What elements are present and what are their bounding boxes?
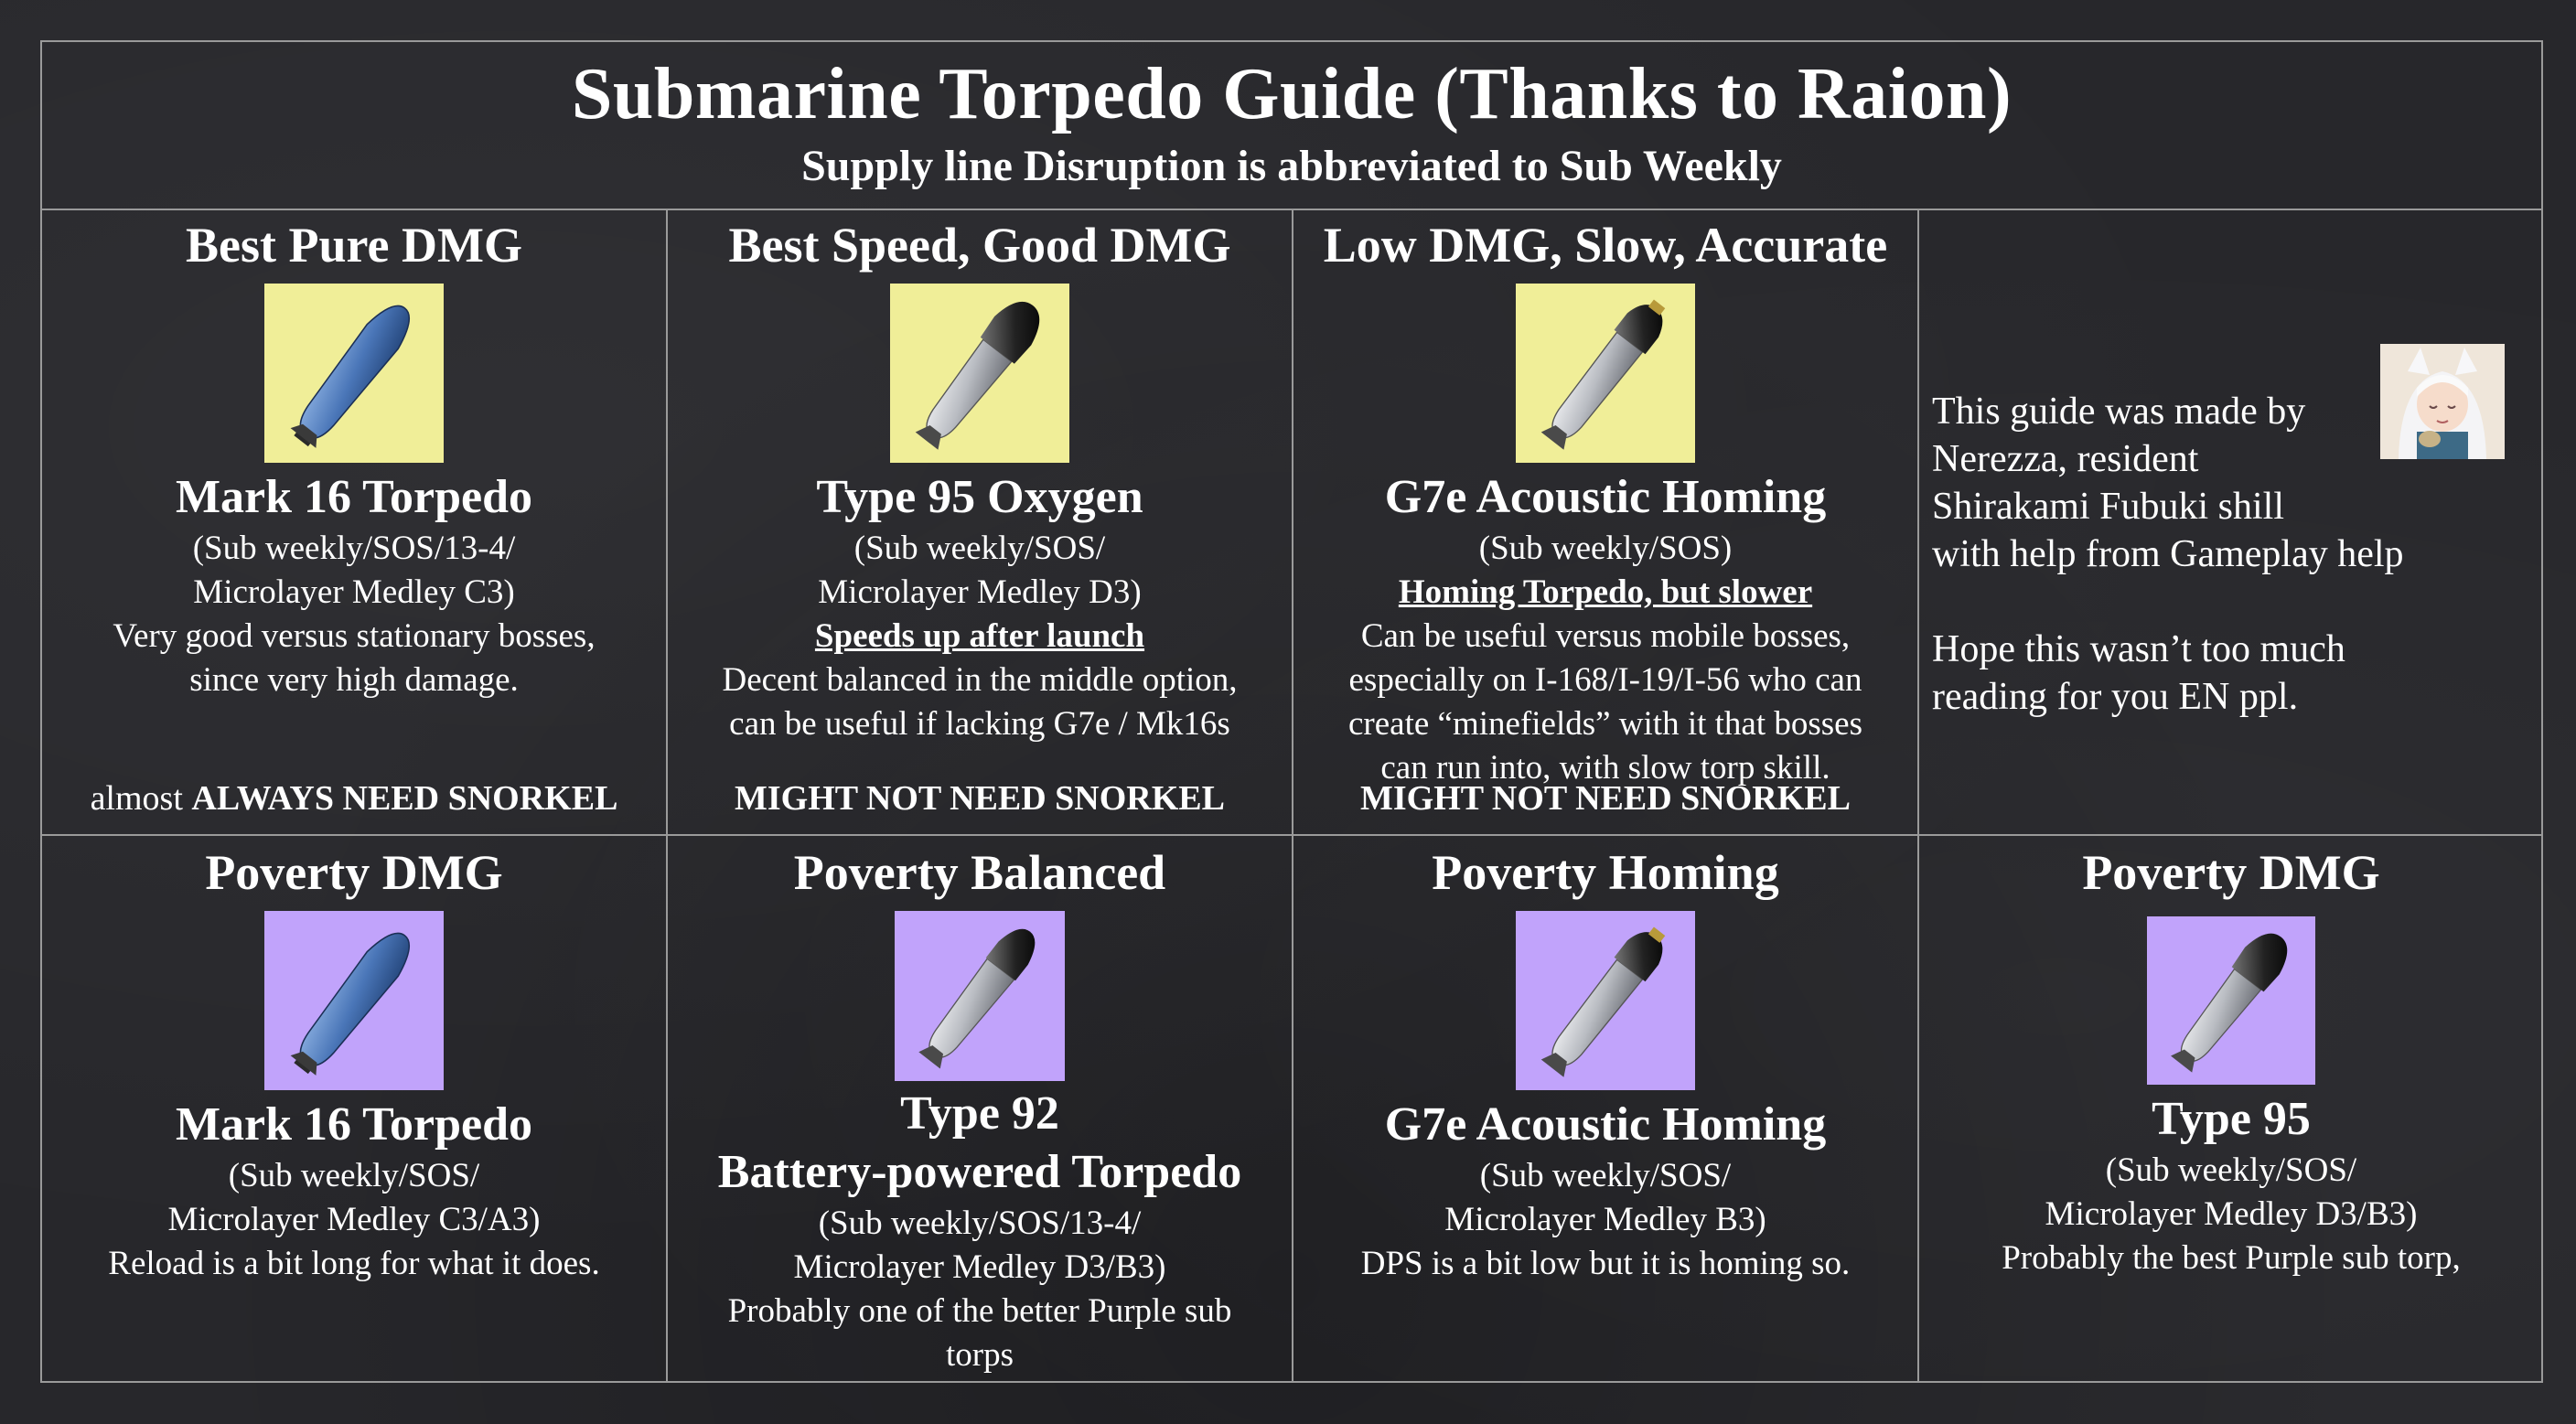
torpedo-source: Microlayer Medley B3) [1444, 1201, 1766, 1238]
card-heading: Poverty Homing [1432, 845, 1779, 900]
torpedo-card-best-speed: Best Speed, Good DMG Type 95 Oxygen (Sub… [668, 209, 1292, 834]
torpedo-card-best-pure-dmg: Best Pure DMG Mark 16 Torpedo (Sub weekl… [42, 209, 666, 834]
torpedo-description: Reload is a bit long for what it does. [108, 1245, 600, 1282]
torpedo-description: especially on I-168/I-19/I-56 who can [1348, 661, 1862, 699]
torpedo-description: Very good versus stationary bosses, [113, 617, 596, 655]
grid-divider [1292, 209, 1293, 1383]
torpedo-name: Battery-powered Torpedo [717, 1146, 1242, 1198]
grid-divider [1917, 209, 1919, 1383]
torpedo-card-poverty-homing: Poverty Homing G7e Acoustic Homing (Sub … [1293, 836, 1917, 1383]
torpedo-card-poverty-dmg: Poverty DMG Mark 16 Torpedo (Sub weekly/… [42, 836, 666, 1383]
page-title: Submarine Torpedo Guide (Thanks to Raion… [571, 54, 2012, 134]
card-heading: Best Speed, Good DMG [728, 218, 1231, 273]
torpedo-description: Probably one of the better Purple sub [727, 1292, 1232, 1330]
torpedo-source: (Sub weekly/SOS/13-4/ [192, 530, 516, 567]
torpedo-card-poverty-balanced: Poverty Balanced Type 92 Battery-powered… [668, 836, 1292, 1383]
torpedo-description: create “minefields” with it that bosses [1347, 705, 1862, 743]
torpedo-description: torps [946, 1336, 1014, 1374]
torpedo-name: Type 95 [2152, 1093, 2311, 1145]
note-line: reading for you EN ppl. [1932, 676, 2299, 718]
torpedo-name: G7e Acoustic Homing [1384, 471, 1827, 523]
snorkel-requirement: MIGHT NOT NEED SNORKEL [1360, 779, 1851, 818]
torpedo-description: Probably the best Purple sub torp, [2002, 1239, 2461, 1277]
type92-battery-torpedo-icon [895, 911, 1065, 1081]
type95-oxygen-torpedo-icon [890, 284, 1069, 463]
mark16-torpedo-icon [264, 911, 444, 1090]
note-line: Shirakami Fubuki shill [1932, 486, 2285, 528]
torpedo-description: since very high damage. [189, 661, 519, 699]
snorkel-note: MIGHT NOT NEED SNORKEL [1293, 776, 1917, 821]
snorkel-requirement: ALWAYS NEED SNORKEL [191, 779, 618, 818]
grid-divider [666, 209, 668, 1383]
torpedo-description: Decent balanced in the middle option, [722, 661, 1238, 699]
author-note: This guide was made by Nerezza, resident… [1932, 388, 2408, 721]
torpedo-name: Mark 16 Torpedo [175, 1098, 533, 1151]
torpedo-source: (Sub weekly/SOS/ [228, 1157, 480, 1194]
card-heading: Poverty DMG [2082, 845, 2380, 900]
mark16-torpedo-icon [264, 284, 444, 463]
torpedo-name: Type 95 Oxygen [816, 471, 1143, 523]
torpedo-source: Microlayer Medley C3) [193, 573, 515, 611]
guide-header: Submarine Torpedo Guide (Thanks to Raion… [42, 42, 2541, 210]
card-heading: Poverty Balanced [793, 845, 1166, 900]
card-heading: Low DMG, Slow, Accurate [1323, 218, 1888, 273]
g7e-acoustic-homing-torpedo-icon [1516, 284, 1695, 463]
torpedo-highlight: Speeds up after launch [814, 617, 1145, 655]
card-heading: Poverty DMG [205, 845, 503, 900]
torpedo-card-low-dmg-accurate: Low DMG, Slow, Accurate G7e Acoustic Hom… [1293, 209, 1917, 834]
note-line: Hope this wasn’t too much [1932, 628, 2345, 670]
torpedo-name: Type 92 [900, 1087, 1059, 1140]
torpedo-description: Can be useful versus mobile bosses, [1360, 617, 1851, 655]
torpedo-highlight: Homing Torpedo, but slower [1398, 573, 1813, 611]
guide-frame: Submarine Torpedo Guide (Thanks to Raion… [40, 40, 2543, 1383]
torpedo-source: (Sub weekly/SOS) [1478, 530, 1733, 567]
note-line: with help from Gameplay help [1932, 533, 2404, 575]
type95-torpedo-icon [2147, 916, 2315, 1085]
snorkel-note: almost ALWAYS NEED SNORKEL [42, 776, 666, 821]
author-avatar [2380, 344, 2505, 459]
g7e-acoustic-homing-torpedo-icon [1516, 911, 1695, 1090]
torpedo-card-poverty-dmg-type95: Poverty DMG Type 95 (Sub weekly/SOS/ Mic… [1919, 836, 2543, 1383]
note-line: This guide was made by [1932, 391, 2306, 433]
torpedo-source: (Sub weekly/SOS/ [1479, 1157, 1732, 1194]
note-line: Nerezza, resident [1932, 438, 2199, 480]
torpedo-name: G7e Acoustic Homing [1384, 1098, 1827, 1151]
torpedo-source: (Sub weekly/SOS/13-4/ [818, 1205, 1142, 1242]
torpedo-description: DPS is a bit low but it is homing so. [1360, 1245, 1851, 1282]
torpedo-source: Microlayer Medley D3) [818, 573, 1142, 611]
grid-divider [42, 834, 2541, 836]
snorkel-requirement: MIGHT NOT NEED SNORKEL [735, 779, 1225, 818]
torpedo-source: (Sub weekly/SOS/ [853, 530, 1106, 567]
card-heading: Best Pure DMG [186, 218, 522, 273]
torpedo-source: Microlayer Medley D3/B3) [2045, 1195, 2418, 1233]
page-subtitle: Supply line Disruption is abbreviated to… [801, 142, 1782, 190]
torpedo-source: Microlayer Medley D3/B3) [793, 1248, 1166, 1286]
torpedo-description: can run into, with slow torp skill. [1380, 749, 1830, 787]
torpedo-grid: Best Pure DMG Mark 16 Torpedo (Sub weekl… [42, 209, 2541, 1383]
snorkel-prefix: almost [90, 779, 192, 818]
torpedo-source: Microlayer Medley C3/A3) [167, 1201, 541, 1238]
torpedo-name: Mark 16 Torpedo [175, 471, 533, 523]
torpedo-source: (Sub weekly/SOS/ [2105, 1151, 2357, 1189]
torpedo-description: can be useful if lacking G7e / Mk16s [729, 705, 1230, 743]
snorkel-note: MIGHT NOT NEED SNORKEL [668, 776, 1292, 821]
